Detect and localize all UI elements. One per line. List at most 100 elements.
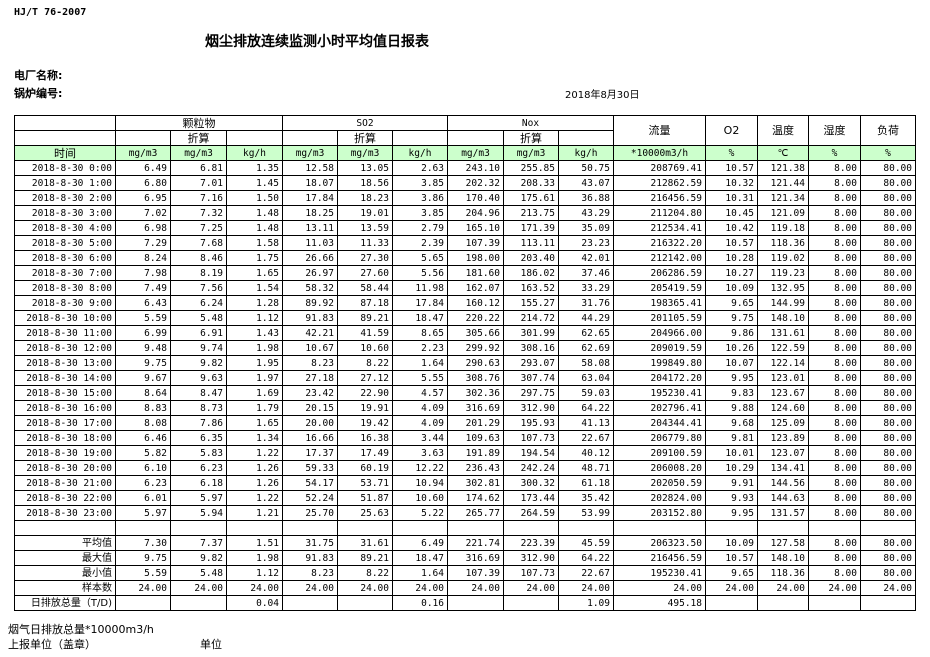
header-blank [392,130,448,146]
value-cell: 80.00 [860,310,916,326]
row-label: 日排放总量（T/D) [14,595,116,611]
value-cell: 173.44 [503,490,559,506]
value-cell: 10.57 [705,235,758,251]
value-cell: 10.94 [392,475,448,491]
value-cell: 144.63 [757,490,809,506]
value-cell: 134.41 [757,460,809,476]
value-cell: 9.75 [705,310,758,326]
value-cell: 1.28 [226,295,283,311]
value-cell: 91.83 [282,310,338,326]
value-cell [558,520,614,536]
value-cell: 80.00 [860,490,916,506]
value-cell: 1.98 [226,550,283,566]
value-cell: 80.00 [860,400,916,416]
header-blank [14,130,116,146]
value-cell: 123.67 [757,385,809,401]
value-cell: 59.03 [558,385,614,401]
value-cell: 10.57 [705,550,758,566]
value-cell: 5.65 [392,250,448,266]
value-cell: 10.45 [705,205,758,221]
value-cell: 10.09 [705,280,758,296]
value-cell: 22.67 [558,565,614,581]
value-cell: 195230.41 [613,385,706,401]
row-label: 2018-8-30 15:00 [14,385,116,401]
row-label: 2018-8-30 19:00 [14,445,116,461]
value-cell: 127.58 [757,535,809,551]
value-cell: 80.00 [860,265,916,281]
value-cell: 123.01 [757,370,809,386]
value-cell: 80.00 [860,445,916,461]
table-row: 2018-8-30 2:00 6.95 7.16 1.50 17.84 18.23 3.86… [14,190,916,206]
value-cell: 27.18 [282,370,338,386]
value-cell: 8.23 [282,565,338,581]
row-label: 最大值 [14,550,116,566]
value-cell: 0.04 [226,595,283,611]
value-cell: 316.69 [447,400,504,416]
value-cell: 6.43 [115,295,171,311]
row-label: 平均值 [14,535,116,551]
standard-code: HJ/T 76-2007 [14,7,87,18]
unit-label: 单位 [200,638,222,651]
value-cell: 8.47 [170,385,227,401]
value-cell: 7.37 [170,535,227,551]
value-cell: 1.64 [392,565,448,581]
value-cell: 297.75 [503,385,559,401]
value-cell: 209100.59 [613,445,706,461]
value-cell: 9.81 [705,430,758,446]
value-cell: 290.63 [447,355,504,371]
value-cell: 6.18 [170,475,227,491]
value-cell: 300.32 [503,475,559,491]
value-cell: 17.84 [282,190,338,206]
summary-row: 最小值 5.59 5.48 1.12 8.23 8.22 1.64 107.39 107.73 2… [14,565,916,581]
value-cell: 53.99 [558,505,614,521]
value-cell: 12.58 [282,160,338,176]
value-cell: 119.18 [757,220,809,236]
value-cell: 91.83 [282,550,338,566]
value-cell: 1.64 [392,355,448,371]
value-cell: 8.00 [808,355,861,371]
value-cell: 2.79 [392,220,448,236]
value-cell: 9.91 [705,475,758,491]
row-label: 2018-8-30 11:00 [14,325,116,341]
value-cell: 265.77 [447,505,504,521]
value-cell: 208.33 [503,175,559,191]
value-cell: 1.51 [226,535,283,551]
value-cell: 45.59 [558,535,614,551]
value-cell: 80.00 [860,415,916,431]
value-cell [757,520,809,536]
value-cell: 33.29 [558,280,614,296]
value-cell: 195.93 [503,415,559,431]
value-cell: 24.00 [170,580,227,596]
value-cell: 13.11 [282,220,338,236]
value-cell: 131.61 [757,325,809,341]
row-label: 2018-8-30 18:00 [14,430,116,446]
value-cell: 206008.20 [613,460,706,476]
value-cell: 1.97 [226,370,283,386]
value-cell: 8.64 [115,385,171,401]
value-cell: 18.07 [282,175,338,191]
value-cell: 8.00 [808,490,861,506]
value-cell: 8.00 [808,325,861,341]
value-cell: 6.10 [115,460,171,476]
value-cell: 24.00 [757,580,809,596]
value-cell: 16.66 [282,430,338,446]
table-row: 2018-8-30 5:00 7.29 7.68 1.58 11.03 11.33 2.39… [14,235,916,251]
table-row: 2018-8-30 22:00 6.01 5.97 1.22 52.24 51.87 10.… [14,490,916,506]
value-cell: 10.31 [705,190,758,206]
value-cell: 7.32 [170,205,227,221]
value-cell: 181.60 [447,265,504,281]
value-cell: 144.99 [757,295,809,311]
header-flow: 流量 [613,115,706,146]
value-cell: 80.00 [860,235,916,251]
value-cell: 204172.20 [613,370,706,386]
header-so2: SO2 [282,115,448,131]
value-cell: 202050.59 [613,475,706,491]
value-cell: 175.61 [503,190,559,206]
value-cell: 10.60 [392,490,448,506]
value-cell: 80.00 [860,565,916,581]
value-cell: 8.00 [808,475,861,491]
value-cell: 7.25 [170,220,227,236]
value-cell: 18.47 [392,310,448,326]
value-cell: 16.38 [337,430,393,446]
value-cell: 1.34 [226,430,283,446]
